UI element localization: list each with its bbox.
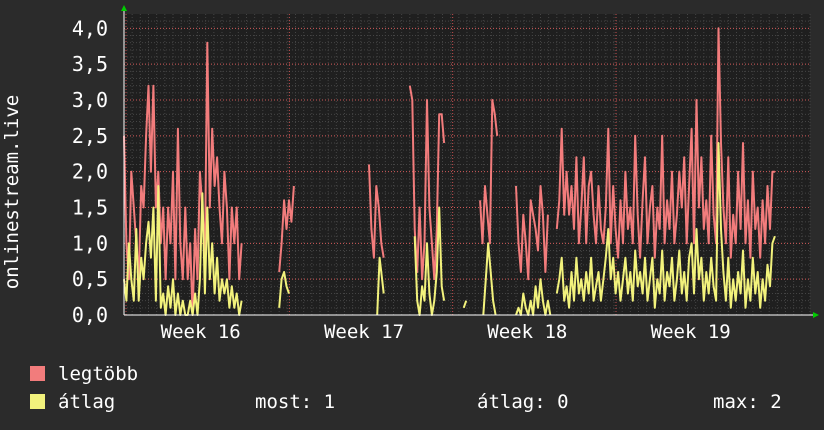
y-axis-arrow: [121, 5, 127, 11]
legend-label-atlag: átlag: [58, 391, 116, 413]
x-tick-label: Week 18: [487, 321, 567, 343]
stat-max: max: 2: [713, 391, 782, 413]
series-line-legtobb: [368, 164, 385, 259]
series-line-legtobb: [515, 185, 549, 281]
series-line-atlag: [462, 300, 468, 309]
x-tick-label: Week 19: [651, 321, 731, 343]
stat-average: átlag: 0: [477, 391, 569, 413]
series-line-legtobb: [123, 41, 243, 316]
series-line-atlag: [123, 185, 243, 316]
y-tick-label: 0,5: [72, 267, 108, 291]
y-tick-label: 1,0: [72, 231, 108, 255]
series-line-atlag: [376, 256, 385, 316]
y-tick-label: 2,5: [72, 124, 108, 148]
series-line-legtobb: [479, 99, 499, 245]
y-axis-label-container: onlinestream.live: [0, 30, 26, 320]
y-tick-label: 2,0: [72, 160, 108, 184]
legend-item-atlag: átlag most: 1 átlag: 0 max: 2: [30, 391, 810, 415]
series-line-legtobb: [278, 185, 295, 273]
legend-swatch-atlag: [30, 394, 45, 409]
y-tick-label: 3,5: [72, 52, 108, 76]
stat-now: most: 1: [255, 391, 336, 413]
y-tick-label: 4,0: [72, 16, 108, 40]
series-line-atlag: [278, 271, 290, 308]
y-axis-label: onlinestream.live: [1, 94, 23, 290]
y-tick-label: 3,0: [72, 88, 108, 112]
y-tick-label: 0,0: [72, 303, 108, 327]
x-tick-label: Week 17: [324, 321, 404, 343]
x-axis-arrow: [813, 312, 819, 318]
x-tick-label: Week 16: [161, 321, 241, 343]
legend-label-legtobb: legtöbb: [58, 363, 139, 385]
series-line-legtobb: [555, 27, 775, 259]
y-tick-label: 1,5: [72, 196, 108, 220]
series-line-atlag: [482, 242, 497, 316]
series-line-atlag: [555, 142, 776, 309]
legend-swatch-legtobb: [30, 366, 45, 381]
